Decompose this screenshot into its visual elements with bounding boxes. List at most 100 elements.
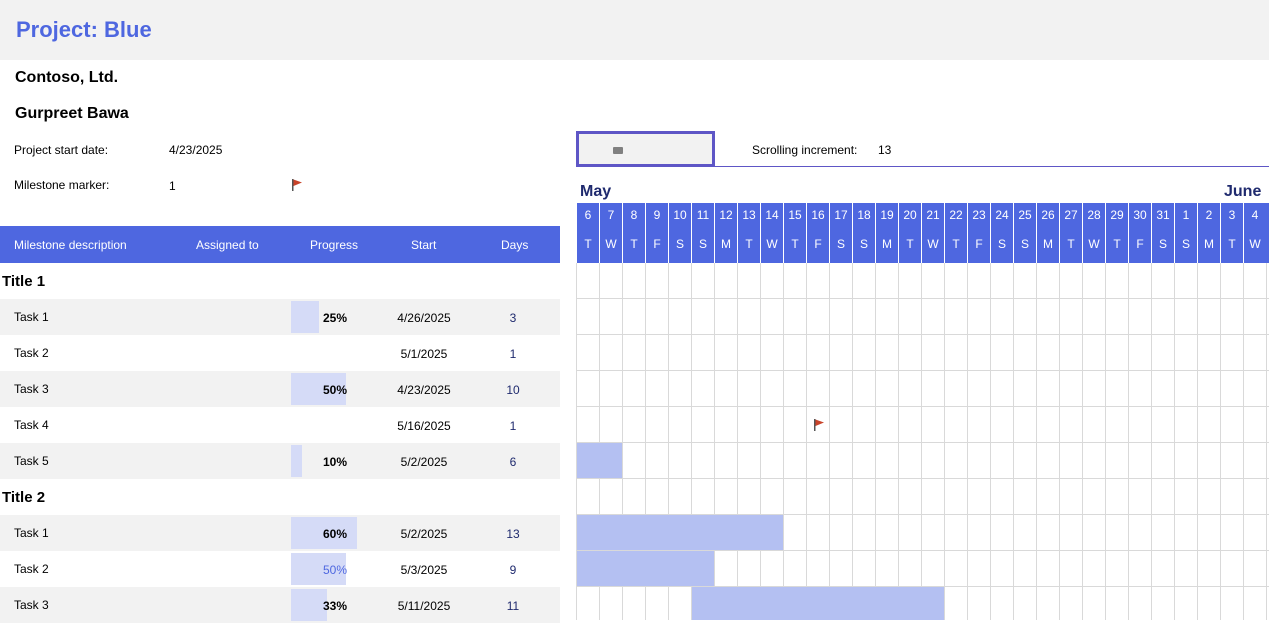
day-number: 3: [1228, 208, 1236, 222]
task-name[interactable]: Task 2: [14, 346, 49, 360]
project-title: Project: Blue: [16, 17, 152, 42]
duration-days[interactable]: 1: [509, 419, 517, 433]
day-number: 24: [995, 208, 1009, 222]
month-label-may: May: [580, 183, 612, 200]
progress-value[interactable]: 50%: [322, 563, 348, 577]
duration-days[interactable]: 13: [506, 527, 520, 541]
day-weekday: M: [1204, 237, 1214, 251]
day-weekday: T: [1067, 237, 1075, 251]
start-date[interactable]: 5/16/2025: [397, 419, 451, 433]
day-column-header: 18 S: [852, 203, 875, 263]
progress-value[interactable]: 25%: [322, 311, 348, 325]
grid-row-line: [576, 442, 1269, 443]
start-date-label: Project start date:: [14, 143, 109, 157]
day-column-header: 10 S: [668, 203, 691, 263]
day-number: 31: [1156, 208, 1170, 222]
start-date[interactable]: 5/2/2025: [400, 455, 448, 469]
company-name: Contoso, Ltd.: [15, 69, 119, 86]
task-name[interactable]: Task 2: [14, 562, 49, 576]
task-name[interactable]: Task 3: [14, 382, 49, 396]
grid-column-line: [599, 263, 600, 620]
grid-row-line: [576, 298, 1269, 299]
grid-column-line: [622, 263, 623, 620]
table-row[interactable]: [0, 587, 560, 623]
task-name[interactable]: Task 3: [14, 598, 49, 612]
gantt-bar[interactable]: [577, 551, 714, 586]
start-date[interactable]: 4/26/2025: [397, 311, 451, 325]
day-weekday: F: [814, 237, 822, 251]
scroll-divider: [715, 166, 1269, 167]
scroll-thumb[interactable]: [613, 147, 623, 154]
duration-days[interactable]: 10: [506, 383, 520, 397]
title-bar: Project: Blue: [0, 0, 1269, 60]
grid-column-line: [1082, 263, 1083, 620]
day-column-header: 28 W: [1082, 203, 1105, 263]
task-name[interactable]: Task 5: [14, 454, 49, 468]
milestone-marker-label: Milestone marker:: [14, 178, 110, 192]
day-number: 25: [1018, 208, 1032, 222]
grid-column-line: [1197, 263, 1198, 620]
task-name[interactable]: Task 1: [14, 310, 49, 324]
start-date[interactable]: 5/11/2025: [397, 599, 451, 613]
duration-days[interactable]: 3: [509, 311, 517, 325]
grid-column-line: [1266, 263, 1267, 620]
day-column-header: 19 M: [875, 203, 898, 263]
progress-value[interactable]: 60%: [322, 527, 348, 541]
progress-value[interactable]: 10%: [322, 455, 348, 469]
milestone-flag-icon: [813, 419, 825, 431]
start-date-value[interactable]: 4/23/2025: [169, 143, 223, 157]
scroll-bar[interactable]: [576, 131, 715, 167]
task-name[interactable]: Task 1: [14, 526, 49, 540]
start-date[interactable]: 5/2/2025: [400, 527, 448, 541]
grid-column-line: [1059, 263, 1060, 620]
progress-value[interactable]: 33%: [322, 599, 348, 613]
duration-days[interactable]: 11: [506, 599, 520, 613]
day-number: 12: [719, 208, 733, 222]
day-weekday: T: [584, 237, 592, 251]
table-row[interactable]: [0, 407, 560, 443]
start-date[interactable]: 5/3/2025: [400, 563, 448, 577]
gantt-bar[interactable]: [577, 515, 783, 550]
grid-row-line: [576, 550, 1269, 551]
gantt-bar[interactable]: [577, 443, 622, 478]
day-weekday: T: [791, 237, 799, 251]
table-row[interactable]: [0, 551, 560, 587]
duration-days[interactable]: 6: [509, 455, 517, 469]
grid-row-line: [576, 514, 1269, 515]
grid-column-line: [1013, 263, 1014, 620]
day-column-header: 27 T: [1059, 203, 1082, 263]
day-weekday: S: [698, 237, 707, 251]
table-row[interactable]: [0, 335, 560, 371]
grid-column-line: [829, 263, 830, 620]
milestone-marker-value[interactable]: 1: [169, 179, 176, 193]
section-title: Title 1: [2, 273, 46, 290]
day-weekday: W: [1088, 237, 1100, 251]
day-number: 23: [972, 208, 986, 222]
grid-column-line: [852, 263, 853, 620]
duration-days[interactable]: 1: [509, 347, 517, 361]
day-number: 16: [811, 208, 825, 222]
table-row[interactable]: [0, 515, 560, 551]
table-row[interactable]: [0, 371, 560, 407]
day-weekday: S: [1181, 237, 1190, 251]
table-row[interactable]: [0, 299, 560, 335]
grid-column-line: [668, 263, 669, 620]
gantt-bar[interactable]: [692, 587, 944, 620]
table-row[interactable]: [0, 443, 560, 479]
column-header-assigned: Assigned to: [196, 238, 259, 252]
progress-value[interactable]: 50%: [322, 383, 348, 397]
task-name[interactable]: Task 4: [14, 418, 49, 432]
day-weekday: M: [721, 237, 731, 251]
grid-column-line: [714, 263, 715, 620]
duration-days[interactable]: 9: [509, 563, 517, 577]
column-header-start: Start: [411, 238, 437, 252]
start-date[interactable]: 5/1/2025: [400, 347, 448, 361]
grid-column-line: [967, 263, 968, 620]
scrolling-increment-value[interactable]: 13: [878, 143, 892, 157]
start-date[interactable]: 4/23/2025: [397, 383, 451, 397]
day-number: 13: [742, 208, 756, 222]
